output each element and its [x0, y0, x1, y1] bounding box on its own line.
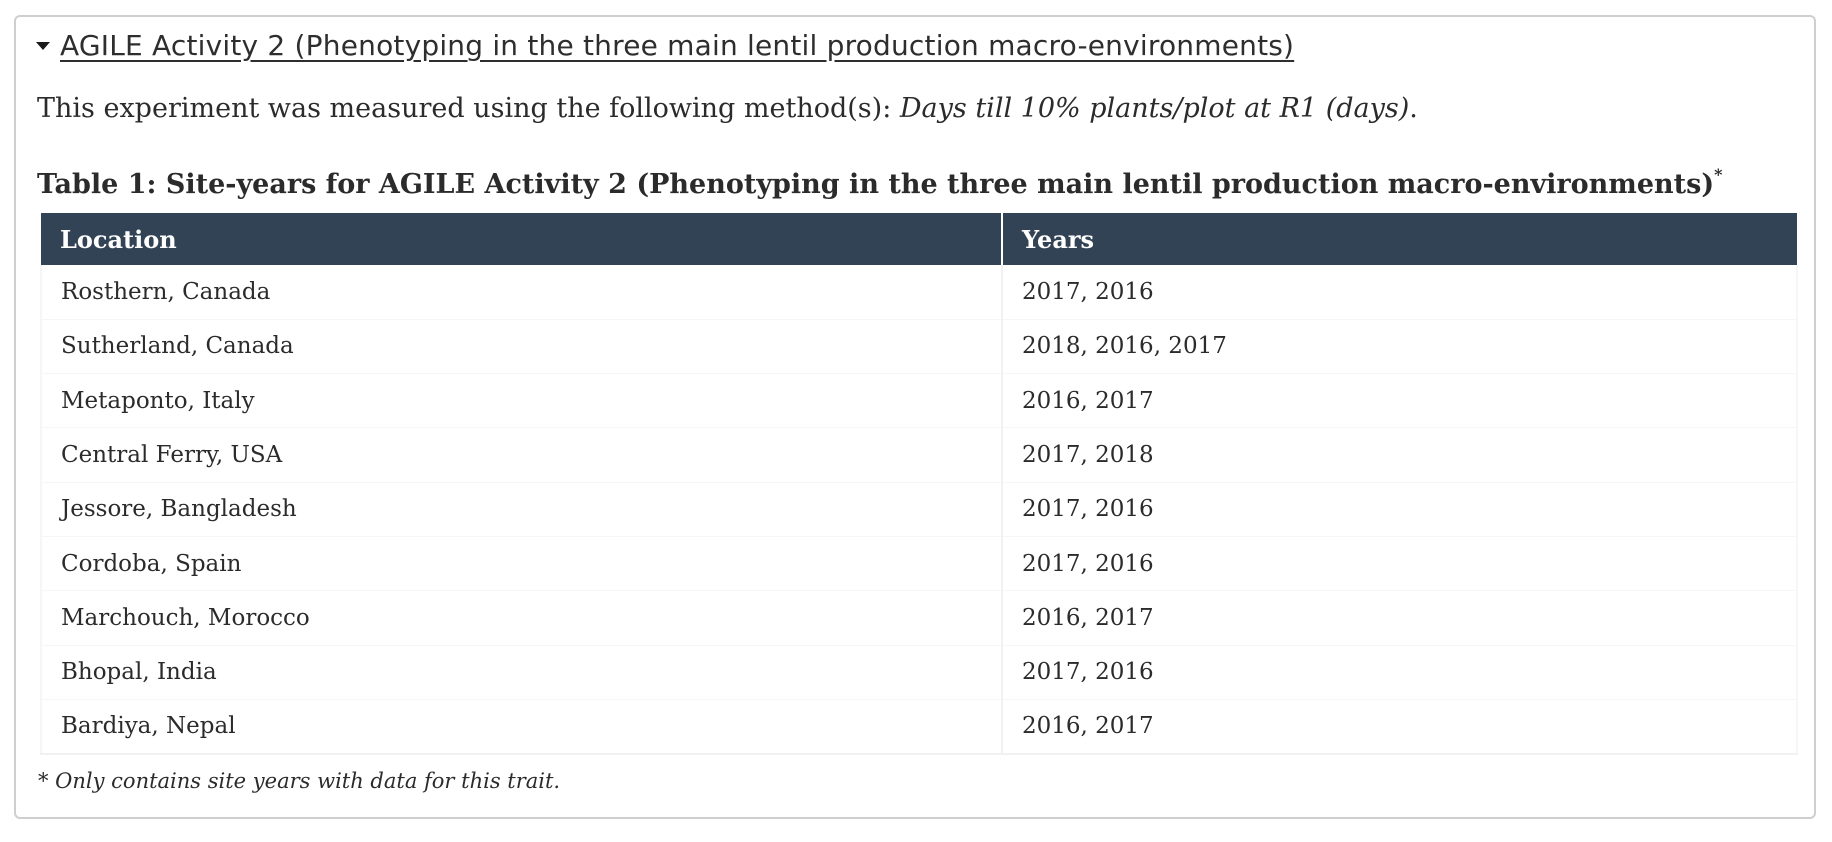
table-row: Rosthern, Canada 2017, 2016	[40, 265, 1798, 320]
table-row: Bhopal, India 2017, 2016	[40, 645, 1798, 700]
table-row: Central Ferry, USA 2017, 2018	[40, 427, 1798, 483]
method-description: This experiment was measured using the f…	[37, 93, 1418, 124]
location-cell: Bardiya, Nepal	[40, 699, 1002, 755]
method-suffix: .	[1409, 93, 1418, 124]
section-title[interactable]: AGILE Activity 2 (Phenotyping in the thr…	[60, 29, 1295, 62]
years-cell: 2016, 2017	[1001, 699, 1798, 755]
location-cell: Marchouch, Morocco	[40, 590, 1002, 646]
location-cell: Bhopal, India	[40, 645, 1002, 700]
location-cell: Metaponto, Italy	[40, 373, 1002, 429]
table-row: Jessore, Bangladesh 2017, 2016	[40, 482, 1798, 537]
method-name: Days till 10% plants/plot at R1 (days)	[899, 93, 1410, 124]
location-cell: Jessore, Bangladesh	[40, 482, 1002, 537]
years-cell: 2016, 2017	[1001, 590, 1798, 646]
site-years-table: Location Years Rosthern, Canada 2017, 20…	[40, 213, 1798, 755]
table-row: Marchouch, Morocco 2016, 2017	[40, 590, 1798, 646]
table-header-row: Location Years	[41, 213, 1797, 265]
years-cell: 2017, 2016	[1001, 536, 1798, 592]
table-footnote: * Only contains site years with data for…	[38, 769, 561, 793]
table-caption-text: Table 1: Site-years for AGILE Activity 2…	[37, 169, 1715, 200]
table-row: Cordoba, Spain 2017, 2016	[40, 536, 1798, 592]
column-header-location: Location	[41, 213, 1002, 265]
years-cell: 2017, 2016	[1001, 482, 1798, 537]
caret-down-icon[interactable]	[26, 41, 60, 51]
table-row: Sutherland, Canada 2018, 2016, 2017	[40, 319, 1798, 375]
location-cell: Cordoba, Spain	[40, 536, 1002, 592]
location-cell: Rosthern, Canada	[40, 265, 1002, 320]
years-cell: 2017, 2016	[1001, 645, 1798, 700]
table-caption: Table 1: Site-years for AGILE Activity 2…	[37, 165, 1723, 200]
location-cell: Sutherland, Canada	[40, 319, 1002, 375]
trait-experiment-panel: AGILE Activity 2 (Phenotyping in the thr…	[14, 15, 1816, 819]
table-row: Metaponto, Italy 2016, 2017	[40, 373, 1798, 429]
years-cell: 2018, 2016, 2017	[1001, 319, 1798, 375]
section-toggle[interactable]: AGILE Activity 2 (Phenotyping in the thr…	[26, 29, 1294, 62]
years-cell: 2017, 2016	[1001, 265, 1798, 320]
table-row: Bardiya, Nepal 2016, 2017	[40, 699, 1798, 755]
method-prefix: This experiment was measured using the f…	[37, 93, 892, 124]
years-cell: 2017, 2018	[1001, 427, 1798, 483]
location-cell: Central Ferry, USA	[40, 427, 1002, 483]
years-cell: 2016, 2017	[1001, 373, 1798, 429]
column-header-years: Years	[1001, 213, 1797, 265]
table-caption-marker: *	[1714, 165, 1723, 184]
